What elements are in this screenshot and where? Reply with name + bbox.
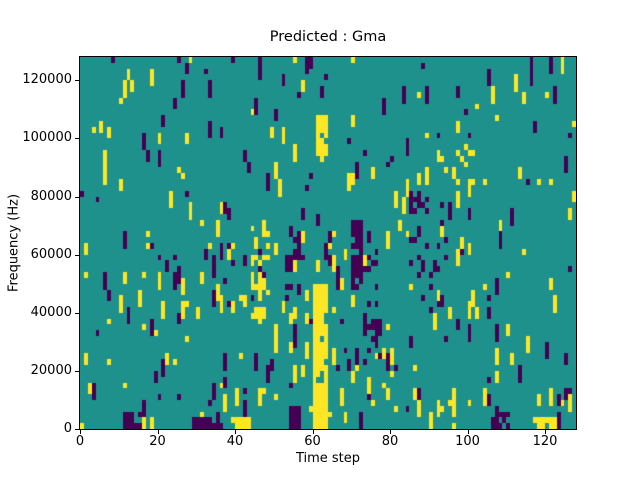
x-tick-mark	[545, 430, 546, 434]
y-tick-label: 0	[63, 421, 72, 436]
y-tick-mark	[75, 254, 79, 256]
y-tick-label: 100000	[22, 130, 72, 146]
y-tick-mark	[75, 138, 79, 140]
x-tick-mark	[80, 430, 81, 434]
plot-area	[79, 56, 577, 430]
y-axis-label: Frequency (Hz)	[6, 193, 22, 293]
y-tick-label: 80000	[30, 188, 72, 204]
x-tick-label: 100	[455, 434, 480, 449]
y-tick-label: 60000	[30, 246, 72, 262]
y-tick-mark	[75, 312, 79, 314]
y-tick-mark	[75, 196, 79, 198]
chart-title: Predicted : Gma	[269, 29, 387, 45]
x-tick-label: 60	[304, 434, 321, 449]
y-tick-label: 20000	[30, 362, 72, 378]
x-tick-mark	[235, 430, 236, 434]
heatmap-canvas	[80, 57, 576, 429]
x-tick-mark	[467, 430, 469, 434]
y-tick-label: 120000	[22, 72, 72, 88]
y-tick-mark	[75, 370, 79, 372]
x-tick-label: 20	[149, 434, 166, 449]
y-tick-mark	[75, 429, 79, 430]
x-tick-label: 40	[226, 434, 244, 449]
x-tick-mark	[157, 430, 159, 434]
x-tick-mark	[390, 430, 391, 434]
x-tick-label: 120	[532, 434, 558, 449]
y-tick-mark	[75, 80, 79, 82]
y-tick-label: 40000	[30, 304, 72, 320]
x-tick-mark	[312, 430, 314, 434]
x-tick-label: 0	[75, 434, 85, 449]
x-tick-label: 80	[381, 434, 399, 449]
x-axis-label: Time step	[295, 451, 361, 466]
